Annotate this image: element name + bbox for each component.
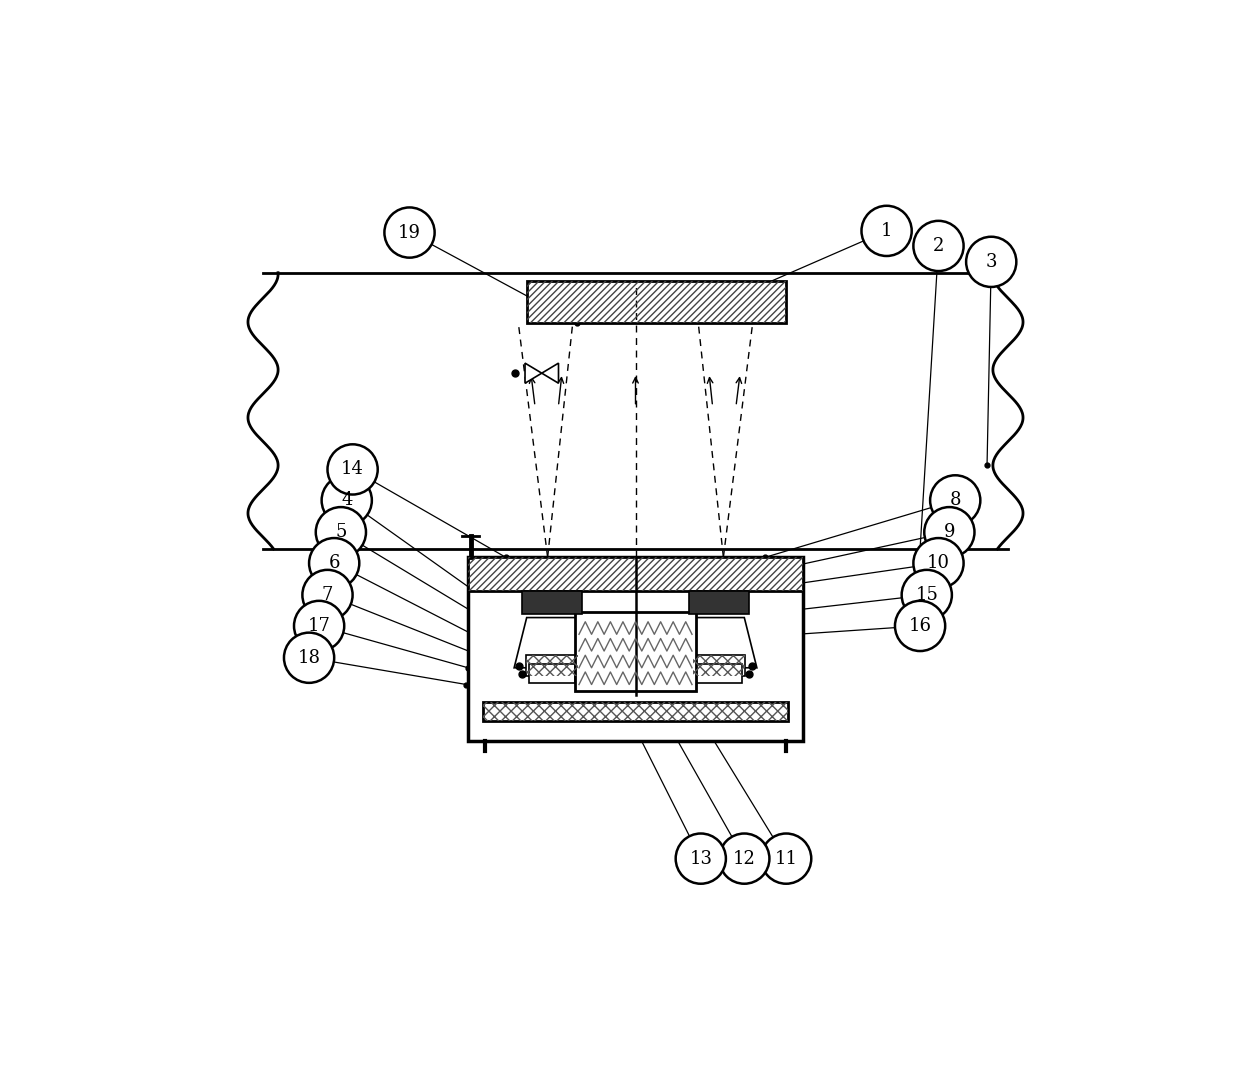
Bar xyxy=(526,655,578,676)
Text: 13: 13 xyxy=(689,850,712,867)
Circle shape xyxy=(924,507,975,558)
Bar xyxy=(469,558,802,590)
Circle shape xyxy=(862,205,911,255)
Text: 10: 10 xyxy=(928,554,950,572)
Bar xyxy=(522,591,582,614)
Text: 14: 14 xyxy=(341,461,365,478)
Bar xyxy=(526,655,578,676)
Circle shape xyxy=(930,475,981,525)
Bar xyxy=(575,612,696,691)
Circle shape xyxy=(327,445,378,495)
Text: 1: 1 xyxy=(880,222,893,240)
Bar xyxy=(693,655,745,676)
Polygon shape xyxy=(515,617,589,667)
Text: 3: 3 xyxy=(986,253,997,271)
Polygon shape xyxy=(525,363,542,384)
Circle shape xyxy=(309,538,360,588)
Circle shape xyxy=(316,507,366,558)
Bar xyxy=(527,282,786,323)
Text: 2: 2 xyxy=(932,237,944,255)
Circle shape xyxy=(294,601,345,651)
Text: 17: 17 xyxy=(308,617,331,635)
Circle shape xyxy=(895,601,945,651)
Text: 5: 5 xyxy=(335,523,346,541)
Bar xyxy=(528,664,575,683)
Circle shape xyxy=(901,570,952,620)
Bar xyxy=(527,282,786,323)
Circle shape xyxy=(966,237,1017,287)
Circle shape xyxy=(384,208,435,258)
Text: 18: 18 xyxy=(298,649,321,666)
Bar xyxy=(696,664,743,683)
Bar xyxy=(689,591,749,614)
Bar xyxy=(484,702,787,721)
Polygon shape xyxy=(682,617,756,667)
Text: 11: 11 xyxy=(775,850,797,867)
Circle shape xyxy=(914,538,963,588)
Text: 6: 6 xyxy=(329,554,340,572)
Text: 4: 4 xyxy=(341,491,352,510)
Bar xyxy=(469,558,802,590)
Text: 16: 16 xyxy=(909,617,931,635)
Bar xyxy=(469,558,802,741)
Circle shape xyxy=(719,834,769,884)
Circle shape xyxy=(321,475,372,525)
Bar xyxy=(484,702,787,721)
Text: 19: 19 xyxy=(398,224,422,241)
Text: 7: 7 xyxy=(322,586,334,604)
Circle shape xyxy=(676,834,725,884)
Circle shape xyxy=(284,633,335,683)
Polygon shape xyxy=(542,363,558,384)
Text: 12: 12 xyxy=(733,850,755,867)
Circle shape xyxy=(761,834,811,884)
Text: 15: 15 xyxy=(915,586,939,604)
Text: 9: 9 xyxy=(944,523,955,541)
Text: 8: 8 xyxy=(950,491,961,510)
Bar xyxy=(693,655,745,676)
Circle shape xyxy=(303,570,352,620)
Circle shape xyxy=(914,221,963,271)
